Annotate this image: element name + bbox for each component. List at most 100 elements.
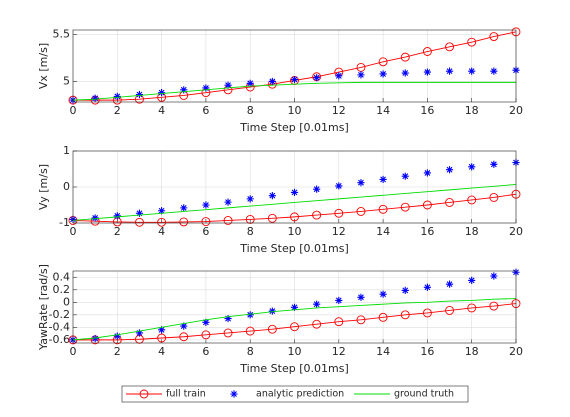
marker-circle — [179, 217, 189, 227]
series-line — [72, 184, 517, 221]
marker-circle — [467, 37, 477, 47]
y-tick-label: -1 — [59, 216, 70, 229]
marker-star — [313, 300, 321, 308]
marker-circle — [467, 195, 477, 205]
marker-star — [158, 207, 166, 215]
x-tick-label: 0 — [70, 104, 77, 117]
marker-circle — [445, 305, 454, 315]
marker-star — [202, 318, 210, 326]
marker-circle — [400, 202, 410, 212]
marker-star — [91, 335, 99, 343]
marker-circle — [201, 217, 211, 227]
marker-star — [379, 70, 387, 78]
x-tick-label: 8 — [247, 345, 254, 358]
y-tick-label: 0.2 — [53, 283, 71, 296]
marker-star — [290, 188, 299, 196]
y-tick-label: -0.4 — [49, 320, 70, 333]
x-tick-label: 18 — [465, 345, 479, 358]
x-tick-label: 16 — [420, 225, 434, 238]
marker-circle — [400, 310, 410, 320]
x-tick-label: 6 — [202, 345, 209, 358]
marker-circle — [334, 208, 344, 218]
marker-star — [401, 172, 409, 180]
x-tick-label: 4 — [158, 104, 165, 117]
marker-star — [91, 214, 99, 222]
x-tick-label: 2 — [114, 345, 121, 358]
legend-label: ground truth — [394, 389, 454, 400]
marker-circle — [467, 303, 477, 313]
marker-circle — [445, 198, 454, 207]
x-axis-label: Time Step [0.01ms] — [239, 121, 348, 134]
legend-label: full train — [166, 389, 206, 400]
marker-star — [246, 195, 254, 203]
marker-circle — [312, 319, 322, 329]
marker-circle — [400, 52, 410, 62]
marker-star — [158, 326, 166, 334]
x-tick-label: 14 — [376, 104, 390, 117]
marker-star — [401, 286, 409, 295]
x-tick-label: 6 — [202, 225, 209, 238]
x-tick-label: 16 — [420, 104, 434, 117]
x-tick-label: 10 — [288, 225, 302, 238]
marker-star — [357, 293, 365, 301]
marker-star — [224, 81, 232, 89]
marker-circle — [290, 212, 299, 222]
marker-star — [290, 75, 299, 84]
x-tick-label: 4 — [158, 225, 165, 238]
marker-circle — [422, 200, 432, 210]
y-tick-label: 5.5 — [53, 28, 71, 41]
marker-star — [202, 201, 210, 209]
x-axis-label: Time Step [0.01ms] — [239, 242, 348, 255]
series-line — [72, 81, 516, 101]
marker-star — [268, 307, 276, 315]
x-tick-label: 12 — [332, 345, 346, 358]
marker-star — [445, 280, 454, 288]
marker-star — [246, 311, 254, 319]
x-axis-label: Time Step [0.01ms] — [239, 362, 348, 375]
legend-marker — [230, 390, 238, 398]
marker-circle — [245, 326, 255, 336]
x-tick-label: 12 — [332, 104, 346, 117]
marker-circle — [489, 32, 499, 41]
marker-star — [423, 169, 431, 177]
x-tick-label: 20 — [509, 225, 523, 238]
marker-star — [135, 329, 144, 337]
marker-star — [468, 276, 476, 284]
marker-circle — [223, 328, 233, 338]
marker-star — [135, 90, 144, 99]
marker-circle — [489, 301, 499, 311]
x-tick-label: 6 — [202, 104, 209, 117]
marker-star — [180, 86, 188, 94]
legend-label: analytic prediction — [256, 389, 344, 400]
marker-circle — [157, 217, 167, 227]
marker-star — [313, 185, 321, 193]
x-tick-label: 16 — [420, 345, 434, 358]
marker-circle — [378, 312, 388, 322]
marker-star — [180, 322, 188, 330]
marker-star — [268, 77, 276, 86]
x-tick-label: 12 — [332, 225, 346, 238]
x-tick-label: 4 — [158, 345, 165, 358]
marker-circle — [422, 308, 432, 318]
marker-star — [113, 332, 121, 340]
marker-circle — [290, 322, 299, 332]
marker-circle — [378, 204, 388, 214]
marker-circle — [267, 324, 277, 334]
marker-circle — [445, 42, 454, 52]
marker-circle — [245, 214, 255, 224]
marker-circle — [378, 57, 388, 67]
y-tick-label: -0.6 — [49, 333, 70, 346]
marker-star — [268, 192, 276, 200]
y-axis-label: Vy [m/s] — [37, 164, 50, 210]
marker-star — [445, 67, 454, 75]
marker-circle — [267, 213, 277, 223]
marker-star — [135, 209, 144, 217]
axes-box — [72, 150, 517, 224]
marker-star — [357, 71, 365, 79]
marker-star — [113, 92, 121, 100]
series-line — [73, 303, 517, 341]
marker-star — [91, 94, 99, 102]
marker-star — [490, 67, 498, 75]
axes-box — [72, 29, 517, 103]
